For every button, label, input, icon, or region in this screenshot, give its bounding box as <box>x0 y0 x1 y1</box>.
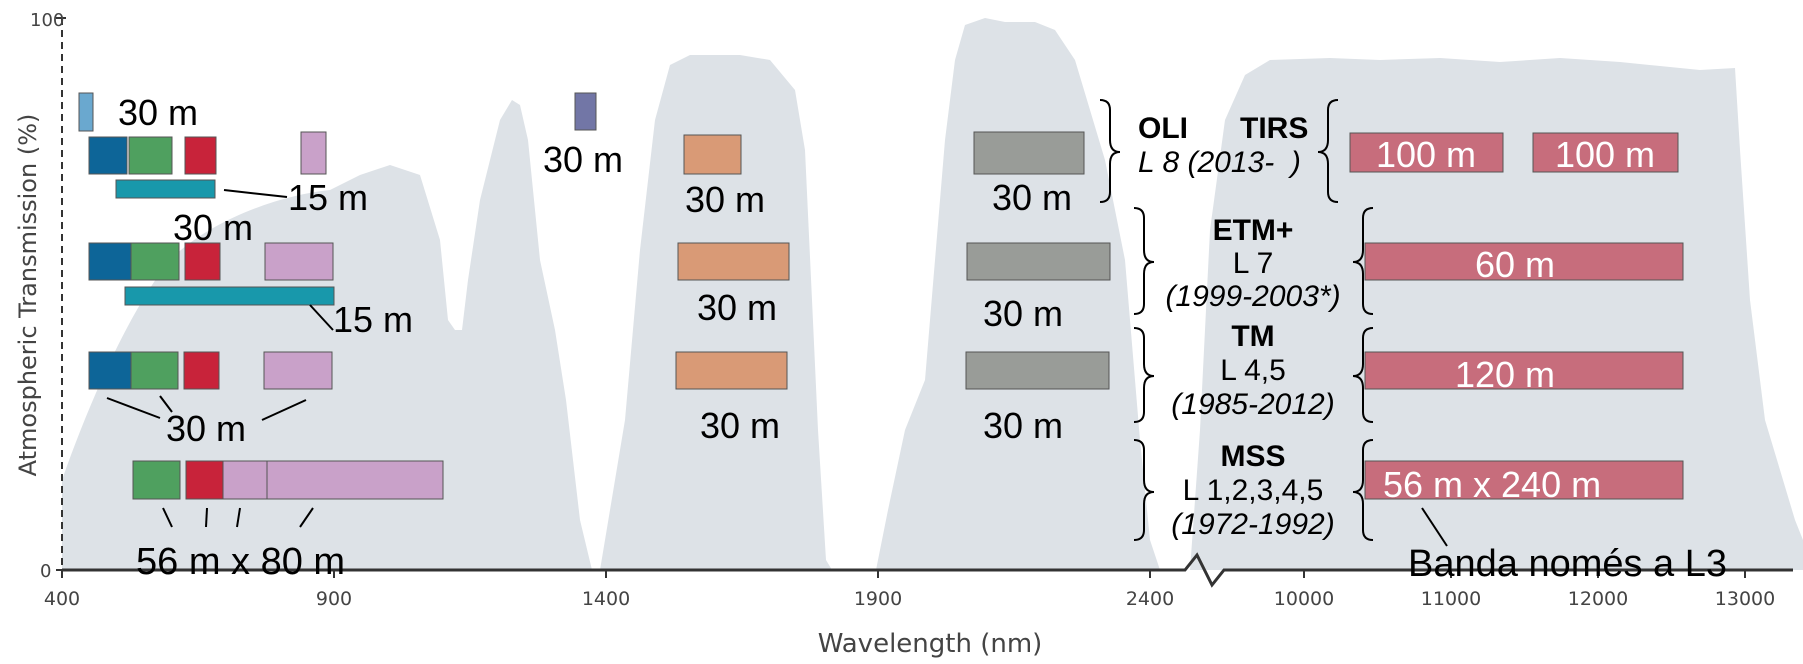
band-tir1 <box>1349 132 1504 173</box>
x-tick-label: 12000 <box>1568 588 1628 610</box>
mss-tir-note: Banda només a L3 <box>1408 543 1727 585</box>
tirs-sensor-name: TIRS <box>1240 112 1308 145</box>
band-tir2 <box>1532 132 1679 173</box>
mss-leader-lines <box>162 507 1448 547</box>
mss-tir-resolution: 56 m x 240 m <box>1383 464 1601 505</box>
tm-vnir-leader-lines <box>106 395 307 421</box>
mss-left-brace <box>1352 439 1374 541</box>
band-tir <box>1364 351 1684 390</box>
oli-swir1-resolution: 30 m <box>685 179 765 220</box>
band-swir1 <box>677 242 790 281</box>
x-tick-label: 1400 <box>582 588 630 610</box>
mss-right-brace <box>1133 439 1155 541</box>
tm-bands <box>88 351 1684 390</box>
band-green <box>128 136 173 175</box>
etm-left-brace <box>1352 207 1374 315</box>
tirs-left-brace <box>1317 99 1339 203</box>
band-nir <box>264 242 334 281</box>
x-tick-labels: 400 900 1400 1900 2400 10000 11000 12000… <box>44 588 1775 610</box>
band-cirrus <box>574 92 597 131</box>
oli-right-brace <box>1099 99 1121 203</box>
y-axis-label: Atmospheric Transmission (%) <box>14 114 42 477</box>
oli-sensor-name: OLI <box>1138 112 1188 145</box>
band-blue <box>88 351 132 390</box>
x-tick-label: 400 <box>44 588 80 610</box>
band-green <box>130 351 179 390</box>
x-axis-ticks <box>61 570 1746 578</box>
oli-pan-resolution: 15 m <box>288 177 368 218</box>
etm-swir2-resolution: 30 m <box>983 293 1063 334</box>
landsat1to5-years: (1972-1992) <box>1171 508 1334 541</box>
band-red <box>185 460 224 500</box>
x-tick-label: 2400 <box>1126 588 1174 610</box>
etm-pan-leader-line <box>309 304 334 331</box>
tm-vnir-resolution: 30 m <box>166 408 246 449</box>
etm-bands <box>88 242 1684 306</box>
y-tick-label-0: 0 <box>40 561 51 582</box>
band-swir2 <box>965 351 1110 390</box>
band-red <box>184 136 217 175</box>
oli-swir2-resolution: 30 m <box>992 177 1072 218</box>
oli-vnir-resolution: 30 m <box>173 207 253 248</box>
band-green <box>130 242 180 281</box>
x-tick-label: 900 <box>316 588 352 610</box>
tm-tir-resolution: 120 m <box>1455 354 1555 395</box>
landsat7-mission: L 7 <box>1233 247 1274 280</box>
pan-leader-line <box>223 189 288 198</box>
x-tick-label: 10000 <box>1274 588 1334 610</box>
tm-right-brace <box>1133 327 1155 423</box>
etm-pan-resolution: 15 m <box>333 299 413 340</box>
band-swir2 <box>973 131 1085 175</box>
landsat8-mission: L 8 (2013- ) <box>1138 146 1301 179</box>
etm-swir1-resolution: 30 m <box>697 287 777 328</box>
x-axis-label: Wavelength (nm) <box>818 629 1043 659</box>
tm-left-brace <box>1352 327 1374 423</box>
band-nir <box>300 131 327 175</box>
landsat7-years: (1999-2003*) <box>1165 280 1340 313</box>
tm-sensor-name: TM <box>1231 320 1274 353</box>
tirs-band2-resolution: 100 m <box>1555 134 1655 175</box>
tm-swir2-resolution: 30 m <box>983 405 1063 446</box>
band-pan <box>115 179 216 199</box>
band-nir1 <box>222 460 268 500</box>
band-swir1 <box>683 134 742 175</box>
y-tick-label-100: 100 <box>30 10 64 31</box>
band-coastal <box>78 92 94 132</box>
band-swir1 <box>675 351 788 390</box>
x-tick-label: 11000 <box>1421 588 1481 610</box>
mss-sensor-name: MSS <box>1220 440 1285 473</box>
mss-vnir-resolution: 56 m x 80 m <box>136 541 345 583</box>
band-tir <box>1364 242 1684 281</box>
mss-bands <box>132 460 1684 500</box>
x-tick-label: 13000 <box>1715 588 1775 610</box>
band-swir2 <box>966 242 1111 281</box>
band-blue <box>88 136 128 175</box>
band-tir <box>1364 460 1684 500</box>
landsat45-years: (1985-2012) <box>1171 388 1334 421</box>
landsat45-mission: L 4,5 <box>1220 354 1286 387</box>
band-nir2 <box>266 460 444 500</box>
etm-sensor-name: ETM+ <box>1213 214 1294 247</box>
tm-swir1-resolution: 30 m <box>700 405 780 446</box>
band-green <box>132 460 181 500</box>
band-pan <box>124 286 335 306</box>
oli-coastal-resolution: 30 m <box>118 92 198 133</box>
etm-right-brace <box>1133 207 1155 315</box>
tirs-band1-resolution: 100 m <box>1376 134 1476 175</box>
landsat1to5-mission: L 1,2,3,4,5 <box>1183 474 1324 507</box>
band-nir <box>263 351 333 390</box>
etm-tir-resolution: 60 m <box>1475 244 1555 285</box>
x-tick-label: 1900 <box>854 588 902 610</box>
band-red <box>184 242 221 281</box>
x-axis-with-break <box>62 552 1793 588</box>
oli-bands <box>78 92 1679 199</box>
band-blue <box>88 242 132 281</box>
oli-cirrus-resolution: 30 m <box>543 139 623 180</box>
band-red <box>183 351 220 390</box>
